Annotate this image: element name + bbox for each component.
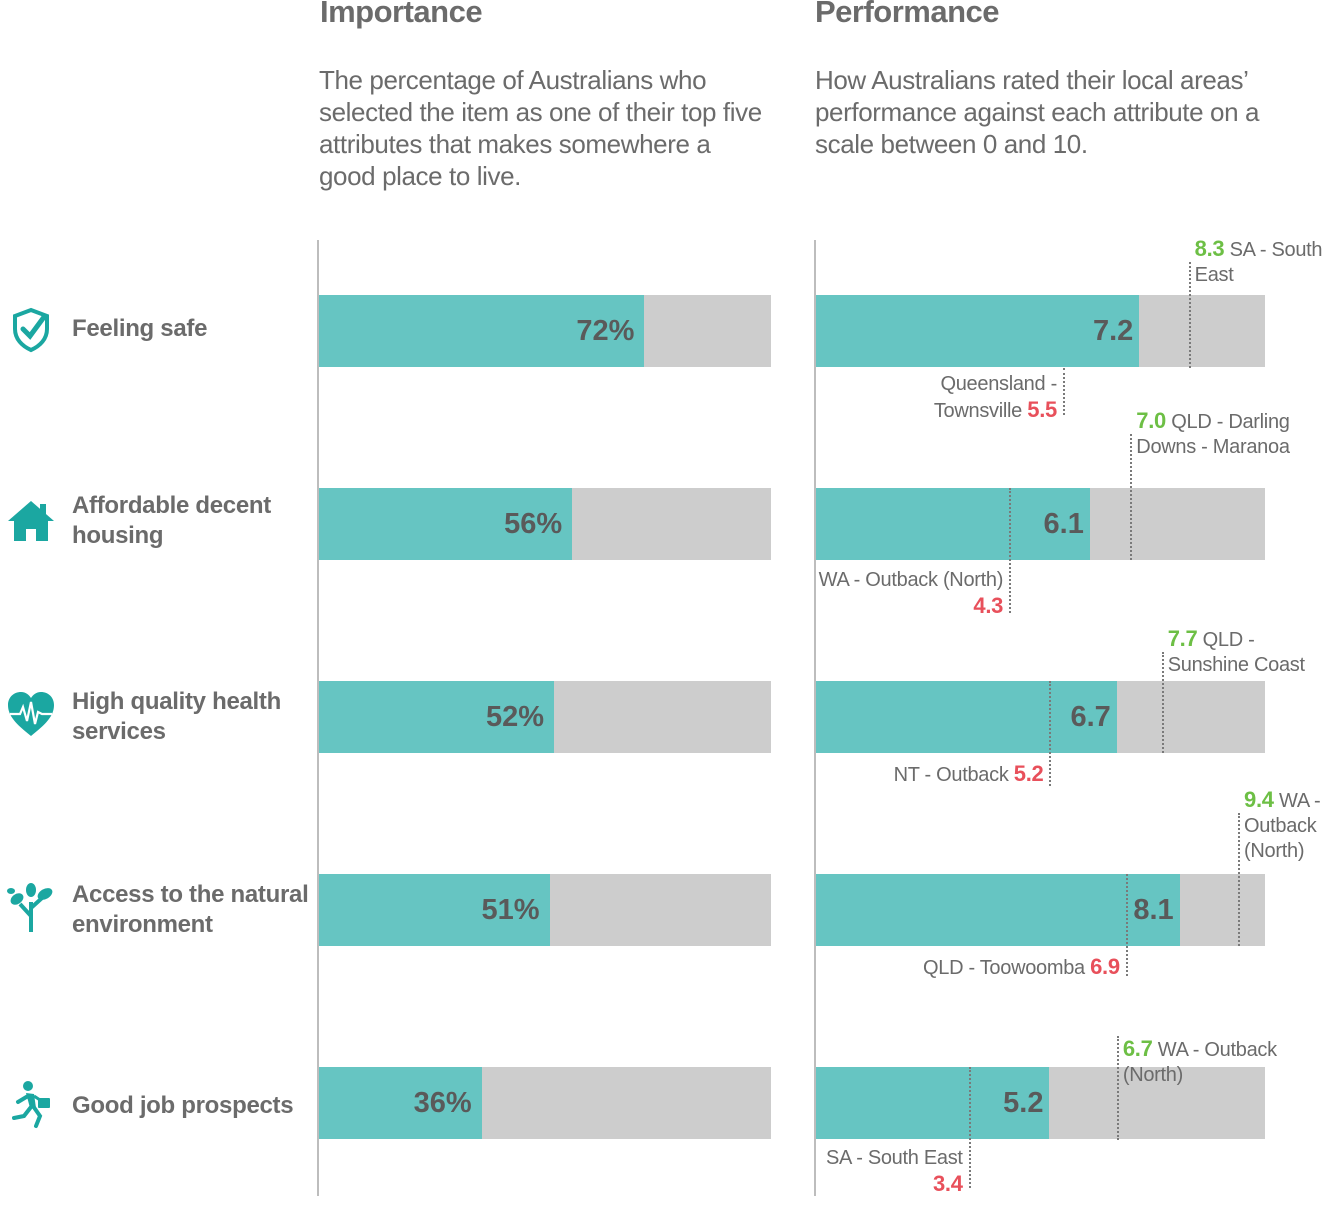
high-marker xyxy=(1188,262,1191,368)
row-label-1: Feeling safe xyxy=(72,315,208,342)
importance-bar-track: 56% xyxy=(319,488,771,560)
low-value: 6.9 xyxy=(1090,954,1120,979)
high-region: SA - South East xyxy=(1194,239,1323,286)
performance-axis xyxy=(814,240,816,1196)
performance-bar xyxy=(816,1067,1050,1139)
low-marker xyxy=(1062,368,1065,415)
high-marker xyxy=(1161,652,1164,753)
performance-bar xyxy=(816,488,1090,560)
running-businessman-icon xyxy=(12,1081,50,1128)
high-value: 7.7 xyxy=(1167,626,1198,651)
importance-value-label: 36% xyxy=(413,1087,472,1119)
importance-description: The percentage of Australians who select… xyxy=(319,65,762,191)
low-region: SA - South East xyxy=(825,1147,963,1169)
performance-bar-track: 7.2 xyxy=(816,295,1265,367)
low-value: 4.3 xyxy=(973,593,1004,618)
importance-value-label: 56% xyxy=(504,508,563,540)
performance-bar-track: 5.2 xyxy=(816,1067,1265,1139)
house-icon xyxy=(8,501,54,541)
performance-value-label: 6.1 xyxy=(1043,508,1084,540)
tree-icon xyxy=(7,883,53,932)
high-annotation: 7.7 QLD - Sunshine Coast xyxy=(1168,626,1338,678)
importance-value-label: 51% xyxy=(481,894,540,926)
high-value: 6.7 xyxy=(1122,1036,1153,1061)
importance-bar-track: 72% xyxy=(319,295,771,367)
high-region: WA - Outback (North) xyxy=(1244,790,1321,862)
performance-description: How Australians rated their local areas’… xyxy=(815,65,1260,159)
row-label-3: High quality health services xyxy=(72,688,281,745)
high-marker xyxy=(1130,434,1133,560)
importance-bar-track: 36% xyxy=(319,1067,771,1139)
high-value: 9.4 xyxy=(1244,787,1274,812)
performance-bar-track: 6.7 xyxy=(816,681,1265,753)
high-marker xyxy=(1238,813,1241,946)
high-region: QLD - Sunshine Coast xyxy=(1167,629,1305,676)
importance-bar-track: 52% xyxy=(319,681,771,753)
low-annotation: SA - South East 3.4 xyxy=(823,1146,963,1198)
importance-bar xyxy=(319,488,573,560)
low-value: 5.5 xyxy=(1027,397,1057,422)
importance-bar xyxy=(319,874,550,946)
high-value: 7.0 xyxy=(1136,408,1166,433)
low-value: 5.2 xyxy=(1013,761,1044,786)
performance-bar-track: 6.1 xyxy=(816,488,1265,560)
high-region: WA - Outback (North) xyxy=(1122,1039,1277,1086)
high-marker xyxy=(1116,1036,1119,1140)
performance-bar-track: 8.1 xyxy=(816,874,1265,946)
performance-bar xyxy=(816,295,1140,367)
low-value: 3.4 xyxy=(932,1171,963,1196)
importance-title: Importance xyxy=(320,0,483,29)
low-annotation: QLD - Toowoomba 6.9 xyxy=(923,954,1120,981)
high-annotation: 9.4 WA - Outback (North) xyxy=(1244,787,1334,864)
low-marker xyxy=(1125,874,1128,976)
row-label-4: Access to the natural environment xyxy=(72,881,309,938)
low-annotation: WA - Outback (North) 4.3 xyxy=(818,568,1004,620)
importance-bar-track: 51% xyxy=(319,874,771,946)
performance-value-label: 8.1 xyxy=(1133,894,1174,926)
performance-value-label: 7.2 xyxy=(1092,315,1134,347)
low-region: NT - Outback xyxy=(893,764,1014,786)
high-annotation: 6.7 WA - Outback (North) xyxy=(1123,1036,1338,1088)
importance-bar xyxy=(319,681,555,753)
low-annotation: NT - Outback 5.2 xyxy=(894,761,1044,788)
importance-bar xyxy=(319,295,645,367)
low-region: WA - Outback (North) xyxy=(818,569,1004,591)
importance-value-label: 72% xyxy=(576,315,635,347)
performance-title: Performance xyxy=(815,0,1000,29)
importance-value-label: 52% xyxy=(485,701,545,733)
importance-axis xyxy=(317,240,319,1196)
high-region: QLD - Darling Downs - Maranoa xyxy=(1136,411,1290,458)
low-marker xyxy=(1009,488,1012,613)
high-value: 8.3 xyxy=(1194,236,1225,261)
performance-bar xyxy=(816,874,1180,946)
performance-bar xyxy=(816,681,1117,753)
low-region: QLD - Toowoomba xyxy=(922,957,1091,979)
importance-bar xyxy=(319,1067,482,1139)
low-annotation: Queensland - Townsville 5.5 xyxy=(927,372,1057,424)
row-label-2: Affordable decent housing xyxy=(72,492,271,549)
high-annotation: 8.3 SA - South East xyxy=(1195,236,1335,288)
row-label-5: Good job prospects xyxy=(72,1092,294,1119)
shield-check-icon xyxy=(13,307,49,353)
heart-pulse-icon xyxy=(8,692,54,736)
low-region: Queensland - Townsville xyxy=(933,373,1057,422)
high-annotation: 7.0 QLD - Darling Downs - Maranoa xyxy=(1136,408,1316,460)
performance-value-label: 6.7 xyxy=(1070,701,1111,733)
performance-value-label: 5.2 xyxy=(1003,1087,1044,1119)
low-marker xyxy=(968,1067,971,1188)
low-marker xyxy=(1049,681,1052,786)
